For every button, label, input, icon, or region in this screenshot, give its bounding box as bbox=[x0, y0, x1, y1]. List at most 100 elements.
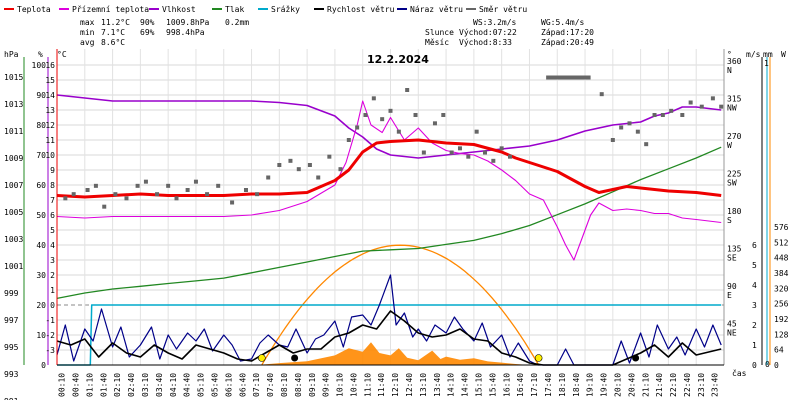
hpa-tick-label: 1003 bbox=[4, 235, 23, 244]
x-tick-label: 02:10 bbox=[113, 373, 122, 397]
wind-dir-point bbox=[93, 183, 98, 188]
stats-avg-label: avg bbox=[80, 38, 95, 47]
wm2-tick-label: 448 bbox=[774, 254, 789, 263]
wind-dir-point bbox=[719, 104, 724, 109]
hpa-tick-label: 1013 bbox=[4, 100, 23, 109]
x-tick-label: 19:40 bbox=[600, 373, 609, 397]
wind-dir-point bbox=[688, 100, 693, 105]
stats-max-hum: 90% bbox=[140, 18, 155, 27]
wm2-tick-label: 128 bbox=[774, 330, 789, 339]
legend-label: Náraz větru bbox=[410, 5, 463, 14]
stats-min-label: min bbox=[80, 28, 95, 37]
ms-axis-label: m/s bbox=[746, 50, 761, 59]
dir-tick-value: 225 bbox=[727, 170, 742, 179]
x-tick-label: 04:10 bbox=[169, 373, 178, 397]
mm-bottom-label: 0 bbox=[765, 360, 770, 369]
temp-axis-label: °C bbox=[57, 50, 67, 59]
temp-tick-label: 9 bbox=[50, 166, 55, 175]
x-tick-label: 10:40 bbox=[349, 373, 358, 397]
x-tick-label: 23:40 bbox=[711, 373, 720, 397]
moonrise-marker bbox=[291, 354, 299, 362]
hpa-tick-label: 997 bbox=[4, 316, 19, 325]
x-tick-label: 11:10 bbox=[363, 373, 372, 397]
wind-dir-point bbox=[482, 150, 487, 155]
x-tick-label: 06:40 bbox=[238, 373, 247, 397]
temp-tick-label: 5 bbox=[50, 226, 55, 235]
sunrise-marker bbox=[258, 354, 266, 362]
wind-dir-point bbox=[174, 196, 179, 201]
temp-tick-label: 15 bbox=[45, 76, 55, 85]
hpa-tick-label: 1001 bbox=[4, 262, 23, 271]
wind-dir-point bbox=[230, 200, 235, 205]
hpa-tick-label: 1011 bbox=[4, 127, 23, 136]
x-tick-label: 20:10 bbox=[614, 373, 623, 397]
x-tick-label: 21:40 bbox=[655, 373, 664, 397]
stats-min-press: 998.4hPa bbox=[166, 28, 205, 37]
temp-tick-label: 11 bbox=[45, 136, 55, 145]
wind-dir-point bbox=[635, 129, 640, 134]
wind-dir-point bbox=[466, 154, 471, 159]
wind-dir-point bbox=[413, 113, 418, 117]
wm2-axis-label: W bbox=[781, 50, 786, 59]
x-tick-label: 13:10 bbox=[419, 373, 428, 397]
x-tick-label: 09:40 bbox=[322, 373, 331, 397]
dir-tick-side: N bbox=[727, 66, 732, 75]
x-tick-label: 12:40 bbox=[405, 373, 414, 397]
pct-tick-label: 40 bbox=[36, 241, 46, 250]
stats-max-temp: 11.2°C bbox=[101, 18, 130, 27]
ms-tick-label: 3 bbox=[752, 301, 757, 310]
pct-tick-label: 90 bbox=[36, 91, 46, 100]
dir-tick-value: 135 bbox=[727, 245, 742, 254]
wind-dir-point bbox=[216, 183, 221, 188]
x-tick-label: 05:40 bbox=[211, 373, 220, 397]
x-tick-label: 07:40 bbox=[266, 373, 275, 397]
dir-tick-value: 45 bbox=[727, 320, 737, 329]
x-tick-label: 03:40 bbox=[155, 373, 164, 397]
x-tick-label: 03:10 bbox=[141, 373, 150, 397]
mm-top-label: 1 bbox=[764, 59, 769, 68]
wind-dir-point bbox=[296, 167, 301, 172]
hpa-tick-label: 1009 bbox=[4, 154, 23, 163]
ms-tick-label: 2 bbox=[752, 321, 757, 330]
sun-curve bbox=[261, 244, 540, 366]
x-tick-label: 00:10 bbox=[58, 373, 67, 397]
x-tick-label: 12:10 bbox=[391, 373, 400, 397]
wind-dir-point bbox=[71, 192, 76, 197]
temp-tick-label: 3 bbox=[50, 256, 55, 265]
wind-dir-point bbox=[143, 179, 148, 184]
wind-dir-point bbox=[491, 158, 496, 163]
info-sun-set: Západ:17:20 bbox=[541, 28, 594, 37]
wind-dir-point bbox=[380, 117, 385, 122]
wind-dir-point bbox=[288, 158, 293, 163]
temp-tick-label: 1 bbox=[50, 286, 55, 295]
legend-label: Přízemní teplota bbox=[72, 5, 149, 14]
wind-dir-point bbox=[255, 192, 260, 197]
x-tick-label: 22:10 bbox=[669, 373, 678, 397]
dir-tick-side: NW bbox=[727, 104, 737, 113]
pct-tick-label: 100 bbox=[32, 61, 47, 70]
pressure-line bbox=[56, 146, 722, 300]
wm2-tick-label: 0 bbox=[774, 361, 779, 370]
dir-tick-side: SE bbox=[727, 254, 737, 263]
temp-tick-label: 13 bbox=[45, 106, 55, 115]
temp-tick-label: 8 bbox=[50, 181, 55, 190]
dir-tick-value: 315 bbox=[727, 95, 742, 104]
x-tick-label: 08:10 bbox=[280, 373, 289, 397]
legend-label: Vlhkost bbox=[162, 5, 196, 14]
x-tick-label: 14:10 bbox=[447, 373, 456, 397]
hpa-tick-label: 1005 bbox=[4, 208, 23, 217]
wm2-tick-label: 320 bbox=[774, 284, 789, 293]
wind-dir-point bbox=[166, 183, 171, 188]
wind-dir-point bbox=[113, 192, 118, 197]
x-tick-label: 23:10 bbox=[697, 373, 706, 397]
wind-dir-point bbox=[355, 125, 360, 130]
pct-axis-label: % bbox=[38, 50, 43, 59]
wind-dir-point bbox=[644, 142, 649, 147]
dir-tick-side: S bbox=[727, 216, 732, 225]
hpa-tick-label: 991 bbox=[4, 397, 19, 400]
ms-tick-label: 5 bbox=[752, 261, 757, 270]
x-tick-label: 01:10 bbox=[85, 373, 94, 397]
wind-dir-point bbox=[508, 154, 513, 159]
dir-tick-value: 180 bbox=[727, 207, 742, 216]
wind-dir-point bbox=[499, 146, 504, 151]
